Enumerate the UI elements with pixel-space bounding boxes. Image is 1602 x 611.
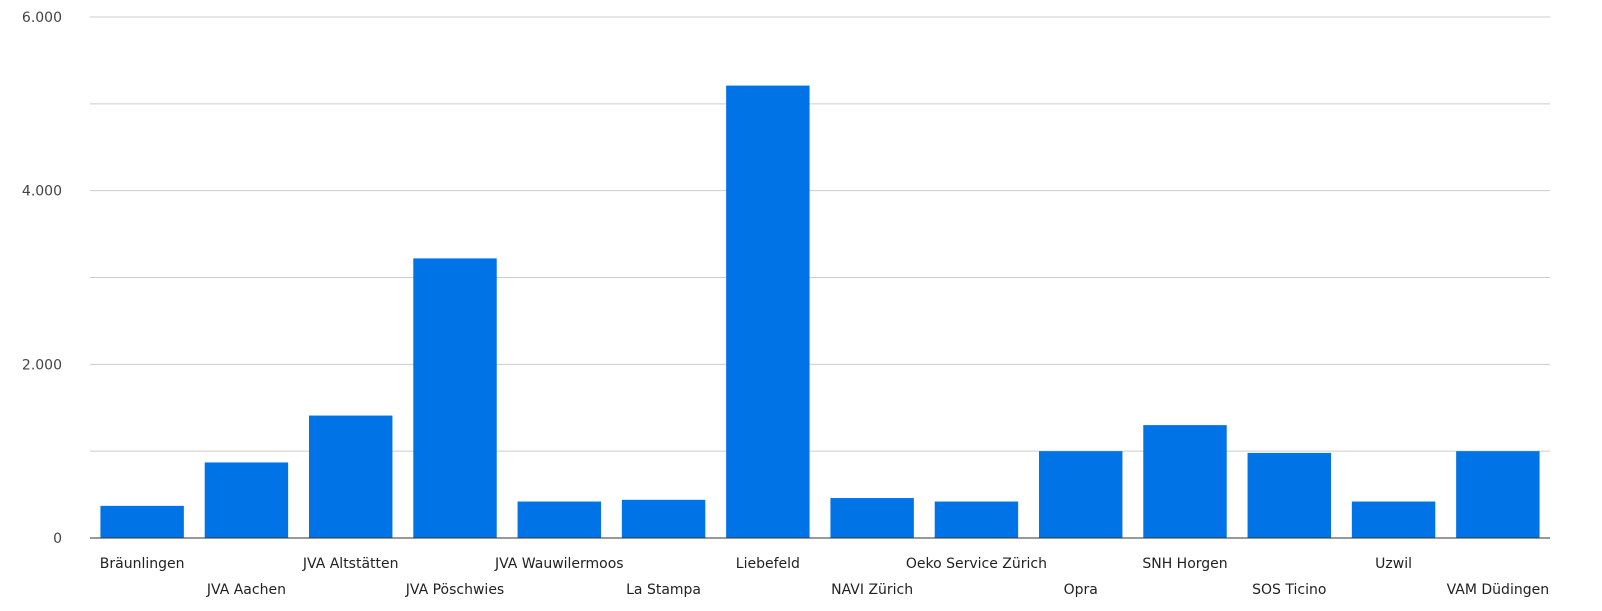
y-tick-label: 4.000 — [22, 184, 62, 200]
x-category-label: Opra — [1064, 582, 1098, 598]
x-category-label: Oeko Service Zürich — [906, 556, 1047, 572]
x-category-label: VAM Düdingen — [1447, 582, 1549, 598]
bar — [726, 85, 810, 539]
y-tick-label: 0 — [53, 531, 62, 547]
bar — [1143, 425, 1227, 538]
bar — [309, 415, 393, 538]
x-category-label: SOS Ticino — [1252, 582, 1326, 598]
x-category-label: JVA Altstätten — [302, 556, 399, 572]
x-category-label: JVA Pöschwies — [405, 582, 504, 598]
x-category-label: Liebefeld — [736, 556, 800, 572]
bar — [1351, 501, 1436, 538]
bar — [100, 505, 184, 538]
bar — [621, 499, 706, 538]
x-category-label: SNH Horgen — [1142, 556, 1227, 572]
y-tick-label: 2.000 — [22, 357, 62, 373]
bar — [1039, 451, 1123, 538]
bar — [1247, 452, 1331, 538]
x-category-label: La Stampa — [626, 582, 701, 598]
x-category-label: Bräunlingen — [100, 556, 185, 572]
bar — [830, 498, 914, 538]
x-category-label: JVA Wauwilermoos — [494, 556, 624, 572]
gridlines — [90, 16, 1550, 452]
bars — [100, 85, 1540, 539]
bar — [1456, 451, 1540, 538]
x-axis-category-labels: Bräunlingen JVA Aachen JVA Altstätten JVA P… — [100, 556, 1549, 598]
x-category-label: Uzwil — [1375, 556, 1412, 572]
x-category-label: JVA Aachen — [206, 582, 286, 598]
y-axis-tick-labels: 0 2.000 4.000 6.000 — [22, 10, 62, 547]
bar — [934, 501, 1019, 538]
bar — [413, 258, 497, 538]
y-tick-label: 6.000 — [22, 10, 62, 26]
x-category-label: NAVI Zürich — [831, 582, 913, 598]
bar — [517, 501, 601, 538]
bar — [204, 462, 289, 538]
